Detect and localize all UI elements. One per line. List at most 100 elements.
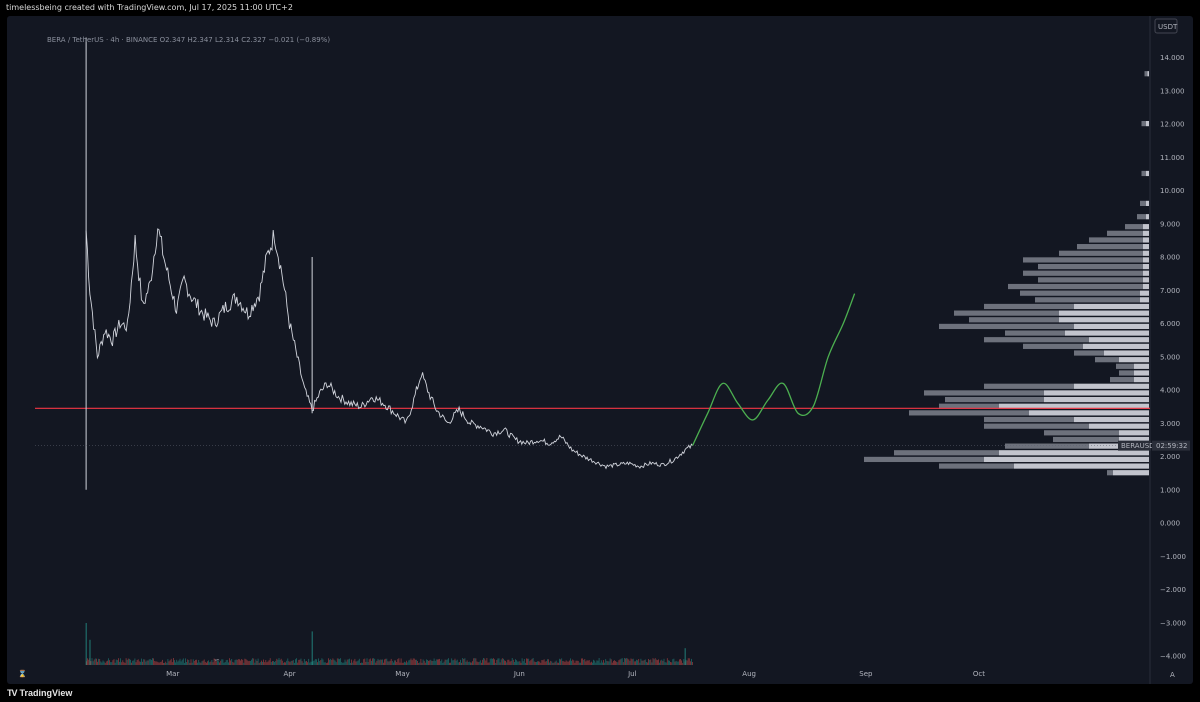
time-axis[interactable]: Mar Apr May Jun Jul Aug Sep Oct ⌛ A (18, 669, 1175, 679)
volume-bar (254, 662, 256, 665)
volume-bar (291, 660, 293, 665)
volume-bar (198, 660, 200, 665)
volume-bar (622, 662, 624, 665)
volume-bar (246, 660, 248, 665)
volume-bar (148, 659, 150, 665)
volume-bar (580, 662, 581, 665)
volume-bar (582, 658, 583, 665)
profile-bar-down (1141, 170, 1146, 177)
volume-bar (270, 662, 272, 665)
profile-bar-up (1065, 330, 1149, 336)
profile-bar-down (1044, 430, 1119, 436)
volume-bar (553, 662, 555, 665)
volume-bar (121, 662, 123, 665)
volume-bar (130, 659, 131, 665)
tradingview-logo[interactable]: TV TradingView (7, 684, 72, 702)
volume-bar (537, 661, 538, 665)
timezone-icon[interactable]: ⌛ (18, 669, 27, 678)
volume-bar (365, 661, 367, 665)
volume-bar (614, 660, 615, 665)
profile-bar-up (1083, 343, 1149, 349)
volume-bar (443, 661, 445, 665)
volume-bar (188, 660, 190, 665)
volume-bar (90, 661, 92, 665)
volume-bar (461, 662, 462, 665)
volume-bar (215, 661, 217, 665)
profile-bar-up (999, 403, 1149, 409)
volume-bar (108, 658, 109, 665)
projection-drawing[interactable] (692, 293, 856, 446)
volume-bar (133, 660, 135, 665)
scale-auto-icon[interactable]: A (1170, 671, 1175, 679)
volume-bar (652, 658, 654, 665)
volume-bar (547, 659, 548, 665)
volume-bar (358, 658, 360, 665)
volume-bar (298, 659, 300, 665)
volume-bar (126, 659, 128, 665)
volume-bar (156, 661, 158, 665)
volume-bar (269, 658, 271, 665)
symbol-legend[interactable]: BERA / TetherUS · 4h · BINANCE O2.347 H2… (47, 36, 330, 44)
volume-bar (394, 660, 395, 665)
volume-bar (123, 662, 125, 665)
volume-bar (372, 658, 373, 665)
volume-bar (448, 658, 449, 665)
volume-bar (692, 662, 693, 665)
volume-bar (613, 660, 614, 665)
currency-badge[interactable] (1154, 18, 1178, 34)
volume-bar (548, 659, 549, 665)
volume-bar (320, 660, 322, 665)
profile-bar-up (1119, 436, 1149, 443)
price-axis[interactable]: 14.000 13.000 12.000 11.000 10.000 9.000 8.000… (1118, 18, 1190, 661)
volume-bar (686, 660, 688, 665)
volume-bar (437, 659, 438, 665)
volume-bar (639, 662, 641, 665)
profile-bar-down (1077, 244, 1143, 250)
volume-bar (177, 661, 179, 665)
volume-bar (588, 660, 590, 665)
profile-bar-down (954, 310, 1059, 316)
volume-bar (452, 660, 454, 665)
price-chart[interactable]: 14.000 13.000 12.000 11.000 10.000 9.000 8.000… (7, 16, 1193, 684)
volume-bar (274, 662, 275, 665)
volume-bar (457, 662, 459, 665)
volume-bar (550, 660, 552, 665)
volume-bar (302, 662, 304, 665)
volume-bar (672, 659, 674, 665)
volume-bar (319, 661, 321, 665)
volume-bar (116, 660, 118, 665)
volume-bar (353, 660, 355, 665)
volume-bar (671, 662, 673, 665)
volume-bar (165, 661, 167, 665)
volume-bar (575, 660, 577, 665)
volume-bar (665, 662, 667, 665)
volume-bar (207, 661, 208, 665)
volume-bar (92, 661, 94, 665)
volume-bar (603, 660, 604, 665)
volume-bar (631, 659, 633, 665)
chart-panel[interactable]: 14.000 13.000 12.000 11.000 10.000 9.000 8.000… (7, 16, 1193, 684)
volume-bar (377, 658, 379, 665)
volume-bar (589, 662, 591, 665)
volume-bar (604, 662, 605, 665)
volume-bar (593, 659, 594, 665)
price-tick-label: 7.000 (1160, 287, 1180, 295)
volume-bar (569, 660, 570, 665)
volume-bar (585, 661, 587, 665)
projection-curve[interactable] (692, 293, 856, 446)
volume-bar (91, 658, 93, 665)
volume-bar (534, 662, 536, 665)
volume-bar (522, 661, 524, 665)
volume-bar (234, 660, 236, 665)
volume-bar (643, 660, 645, 665)
volume-bar (429, 660, 431, 665)
volume-bar (679, 659, 680, 665)
symbol-name[interactable]: BERA / TetherUS · 4h · BINANCE (47, 36, 158, 44)
volume-bar (383, 662, 384, 665)
profile-bar-up (1119, 357, 1149, 363)
price-tick-label: −2.000 (1160, 586, 1186, 594)
volume-bar (681, 660, 682, 665)
currency-label[interactable]: USDT (1158, 23, 1178, 31)
volume-bar (257, 658, 259, 665)
volume-bar (247, 661, 249, 665)
